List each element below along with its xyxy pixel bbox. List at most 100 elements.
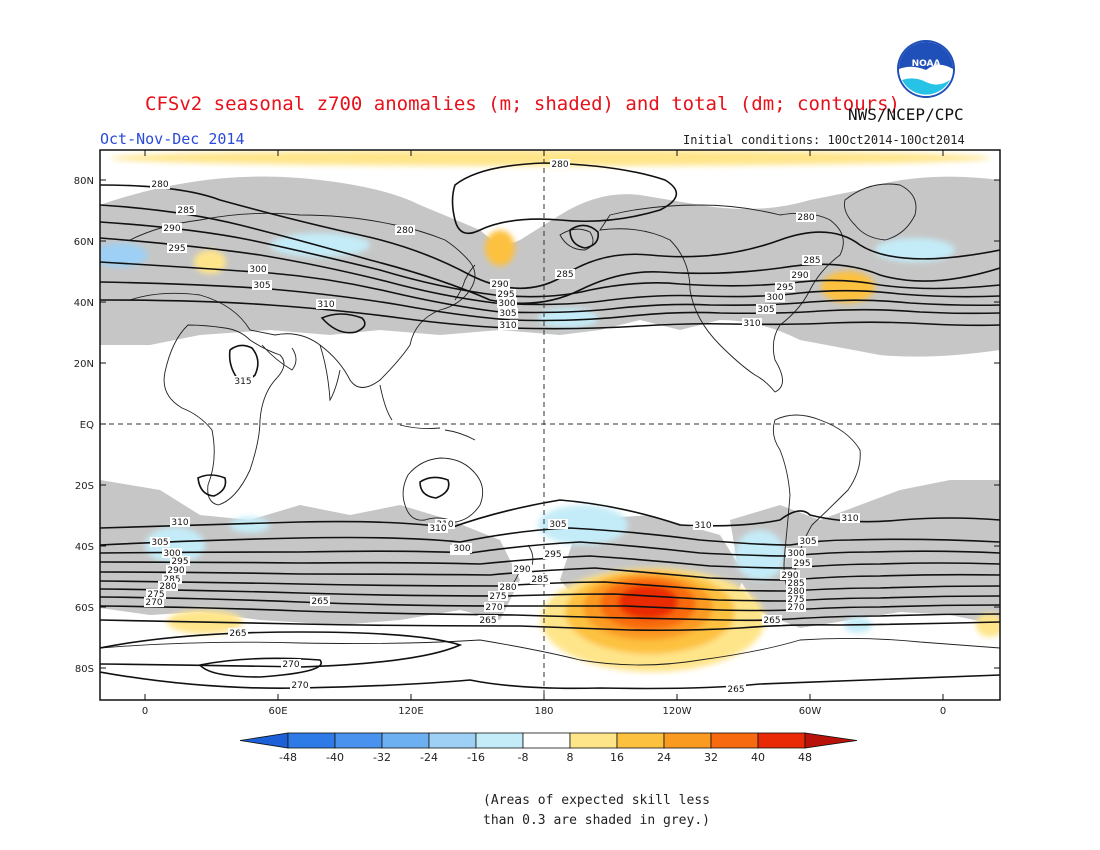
contour-label: 280 (499, 583, 516, 593)
contour-label: 265 (479, 616, 496, 626)
contour-label-bg (786, 586, 806, 596)
contour-label: 305 (549, 520, 566, 530)
map-panel: 2802852902953003053102802802852902953003… (99, 149, 1001, 701)
arabia-coast (261, 344, 297, 371)
contour-label: 280 (551, 160, 568, 170)
contour-label-bg (786, 548, 806, 558)
colorbar-tick-label: -32 (373, 751, 391, 764)
contour-label-bg (428, 523, 448, 533)
anomaly-negative-southern-ocean (145, 527, 205, 563)
lon-label: 180 (534, 706, 553, 717)
footnote-line2: than 0.3 are shaded in grey.) (483, 813, 710, 828)
contour-label-bg (170, 556, 190, 566)
map-frame (99, 149, 1001, 701)
contour-sh-265 (100, 619, 1000, 632)
contour-label: 290 (781, 571, 798, 581)
contour-nh-305 (100, 281, 1000, 322)
contour-label-bg (498, 582, 518, 592)
contour-label: 295 (544, 550, 561, 560)
indonesia-coast (379, 384, 476, 441)
anomaly-negative-west-edge (100, 243, 148, 267)
contour-label-bg (281, 659, 301, 669)
contour-label-bg (150, 179, 170, 189)
antarctica-coast (100, 637, 1000, 666)
contour-label: 300 (453, 544, 470, 554)
contour-label-bg (792, 558, 812, 568)
contour-label: 270 (145, 598, 162, 608)
colorbar-arrow-left (239, 732, 289, 749)
lat-label: EQ (80, 420, 94, 431)
colorbar-tick-label: -40 (326, 751, 344, 764)
contour-label: 310 (171, 518, 188, 528)
contour-label: 290 (791, 271, 808, 281)
contour-label: 300 (498, 299, 515, 309)
colorbar-tick-label: -48 (279, 751, 297, 764)
contour-label: 275 (489, 592, 506, 602)
anomaly-positive-north-atlantic (821, 271, 875, 303)
contour-label: 285 (556, 270, 573, 280)
contour-label: 265 (763, 616, 780, 626)
lat-label: 80N (74, 176, 94, 187)
contour-label-bg (742, 318, 762, 328)
colorbar-swatch (569, 732, 618, 749)
org-label: NWS/NCEP/CPC (848, 105, 964, 124)
contour-label-bg (162, 574, 182, 584)
colorbar-swatch (522, 732, 571, 749)
contour-label: 305 (757, 305, 774, 315)
anomaly-positive-core (618, 585, 678, 619)
contour-label: 285 (531, 575, 548, 585)
contour-label: 295 (171, 557, 188, 567)
contour-label-bg (543, 549, 563, 559)
contour-label-bg (490, 279, 510, 289)
contour-label: 290 (167, 566, 184, 576)
contour-sh-275 (100, 596, 1000, 612)
contour-label-bg (158, 581, 178, 591)
contour-label-bg (796, 212, 816, 222)
lat-label: 40N (74, 298, 94, 309)
contour-label-bg (150, 537, 170, 547)
australia-coast (402, 457, 484, 523)
contour-australia-loop (419, 476, 450, 499)
anomaly-negative-south-pacific (538, 505, 628, 545)
contour-sh-280 (100, 588, 1000, 602)
contour-africa-loop (197, 474, 227, 497)
contour-label: 280 (151, 180, 168, 190)
colorbar-swatch (663, 732, 712, 749)
contour-sh-270-south (100, 671, 1000, 690)
contour-label-bg (726, 684, 746, 694)
contour-label: 295 (793, 559, 810, 569)
japan-coast (454, 264, 476, 301)
contour-label: 285 (163, 575, 180, 585)
colorbar-swatch (381, 732, 430, 749)
contour-label-bg (252, 280, 272, 290)
lat-label: 20S (75, 481, 94, 492)
contour-sh-265-antarctic (100, 631, 463, 668)
contour-sh-295 (100, 555, 1000, 569)
contour-label-bg (233, 376, 253, 386)
contour-label: 280 (396, 226, 413, 236)
contour-label: 285 (177, 206, 194, 216)
contour-label-bg (176, 205, 196, 215)
colorbar-swatch (710, 732, 759, 749)
contour-label: 300 (163, 549, 180, 559)
colorbar-tick-label: 16 (610, 751, 624, 764)
colorbar-tick-label: -16 (467, 751, 485, 764)
contour-closed-low-small (569, 224, 600, 249)
contour-label-bg (395, 225, 415, 235)
contour-label: 285 (803, 256, 820, 266)
contour-sh-285 (100, 580, 1000, 592)
colorbar-swatch (334, 732, 383, 749)
colorbar-tick-label: -24 (420, 751, 438, 764)
contour-sh-310 (100, 499, 1000, 529)
lon-label: 0 (940, 706, 946, 717)
contour-label-bg (290, 680, 310, 690)
contour-label: 305 (253, 281, 270, 291)
contour-label-bg (786, 578, 806, 588)
contour-nh-295 (100, 237, 1000, 306)
contour-label-bg (762, 615, 782, 625)
contour-label: 300 (249, 265, 266, 275)
lon-label: 0 (142, 706, 148, 717)
contour-label: 305 (499, 309, 516, 319)
contour-315-loop (228, 344, 259, 382)
